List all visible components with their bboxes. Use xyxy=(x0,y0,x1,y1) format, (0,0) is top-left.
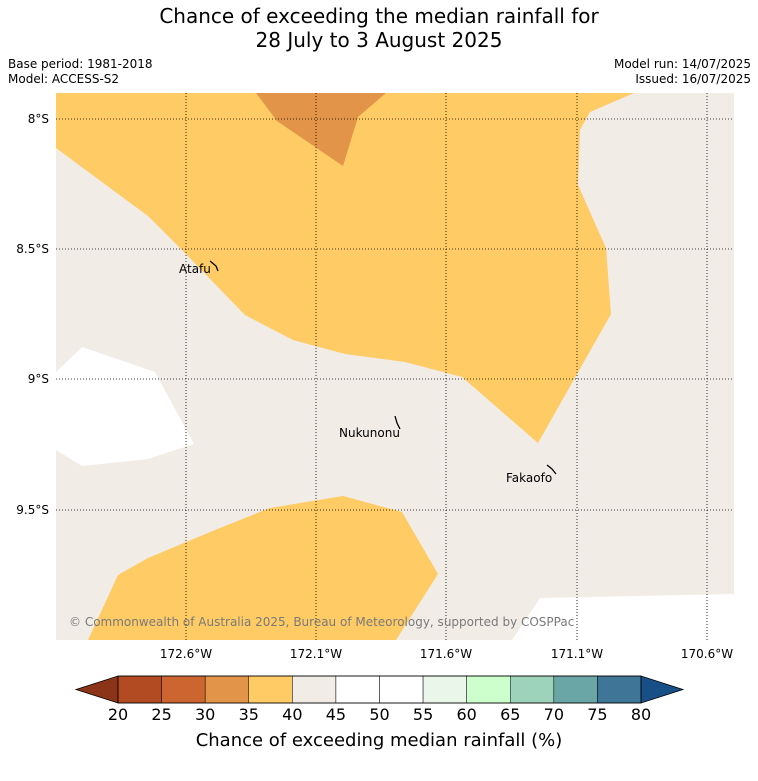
colorbar-swatch-4 xyxy=(292,675,337,704)
colorbar-tick-0: 20 xyxy=(108,705,128,724)
meta-right: Model run: 14/07/2025 Issued: 16/07/2025 xyxy=(614,57,751,87)
colorbar-swatch-10 xyxy=(553,675,598,704)
title-line-2: 28 July to 3 August 2025 xyxy=(255,28,503,52)
colorbar-swatch-6 xyxy=(379,675,424,704)
colorbar-tick-6: 50 xyxy=(369,705,389,724)
colorbar-tick-2: 30 xyxy=(195,705,215,724)
colorbar-swatch-9 xyxy=(510,675,555,704)
colorbar-swatch-2 xyxy=(204,675,250,704)
colorbar-swatch-5 xyxy=(335,675,380,704)
island-fakaofo xyxy=(546,464,557,475)
colorbar-extend-low xyxy=(74,675,119,704)
lon-label-3: 171.1°W xyxy=(551,647,603,661)
region-35-40-south xyxy=(88,496,438,640)
colorbar-tick-7: 55 xyxy=(413,705,433,724)
colorbar-tick-3: 35 xyxy=(239,705,259,724)
copyright-notice: © Commonwealth of Australia 2025, Bureau… xyxy=(69,615,574,629)
island-atafu xyxy=(209,260,219,272)
region-45-55-west xyxy=(56,347,194,466)
colorbar-tick-11: 75 xyxy=(587,705,607,724)
lon-label-0: 172.6°W xyxy=(160,647,212,661)
colorbar-extend-high xyxy=(640,675,685,704)
colorbar-tick-10: 70 xyxy=(544,705,564,724)
colorbar-swatch-8 xyxy=(466,675,511,704)
place-label-atafu: Atafu xyxy=(179,262,211,276)
place-label-nukunonu: Nukunonu xyxy=(339,426,400,440)
colorbar-tick-9: 65 xyxy=(500,705,520,724)
lat-label-0: 8°S xyxy=(28,112,49,126)
lat-label-1: 8.5°S xyxy=(16,242,49,256)
base-period: Base period: 1981-2018 xyxy=(8,57,153,71)
lat-label-2: 9°S xyxy=(28,372,49,386)
colorbar-outline xyxy=(117,675,642,704)
model-run: Model run: 14/07/2025 xyxy=(613,57,751,71)
issued-date: Issued: 16/07/2025 xyxy=(635,72,751,86)
colorbar-swatch-1 xyxy=(161,675,206,704)
longitude-labels: 172.6°W 172.1°W 171.6°W 171.1°W 170.6°W xyxy=(160,647,733,661)
colorbar-tick-12: 80 xyxy=(631,705,651,724)
lat-label-3: 9.5°S xyxy=(16,503,49,517)
place-label-fakaofo: Fakaofo xyxy=(506,471,552,485)
map-area xyxy=(56,93,734,640)
colorbar-tick-5: 45 xyxy=(326,705,346,724)
lon-label-2: 171.6°W xyxy=(420,647,472,661)
graticule xyxy=(56,93,734,640)
meta-left: Base period: 1981-2018 Model: ACCESS-S2 xyxy=(8,57,153,87)
colorbar-tick-1: 25 xyxy=(151,705,171,724)
region-45-55-southeast xyxy=(512,594,734,640)
model-name: Model: ACCESS-S2 xyxy=(8,72,120,86)
colorbar-tick-8: 60 xyxy=(456,705,476,724)
colorbar-swatch-11 xyxy=(597,675,642,704)
lon-label-1: 172.1°W xyxy=(290,647,342,661)
region-35-40-north xyxy=(56,93,634,443)
chart-title: Chance of exceeding the median rainfall … xyxy=(0,4,758,52)
colorbar-tick-4: 40 xyxy=(282,705,302,724)
region-30-35 xyxy=(256,93,386,166)
island-nukunonu xyxy=(394,415,401,430)
latitude-labels: 8°S 8.5°S 9°S 9.5°S xyxy=(16,112,49,517)
colorbar-swatch-0 xyxy=(117,675,162,704)
colorbar-swatch-3 xyxy=(248,675,293,704)
colorbar: 20 25 30 35 40 45 50 55 60 65 70 75 80 xyxy=(74,675,685,724)
colorbar-label: Chance of exceeding median rainfall (%) xyxy=(195,730,563,751)
lon-label-4: 170.6°W xyxy=(681,647,733,661)
colorbar-swatch-7 xyxy=(422,675,467,704)
title-line-1: Chance of exceeding the median rainfall … xyxy=(159,4,599,28)
